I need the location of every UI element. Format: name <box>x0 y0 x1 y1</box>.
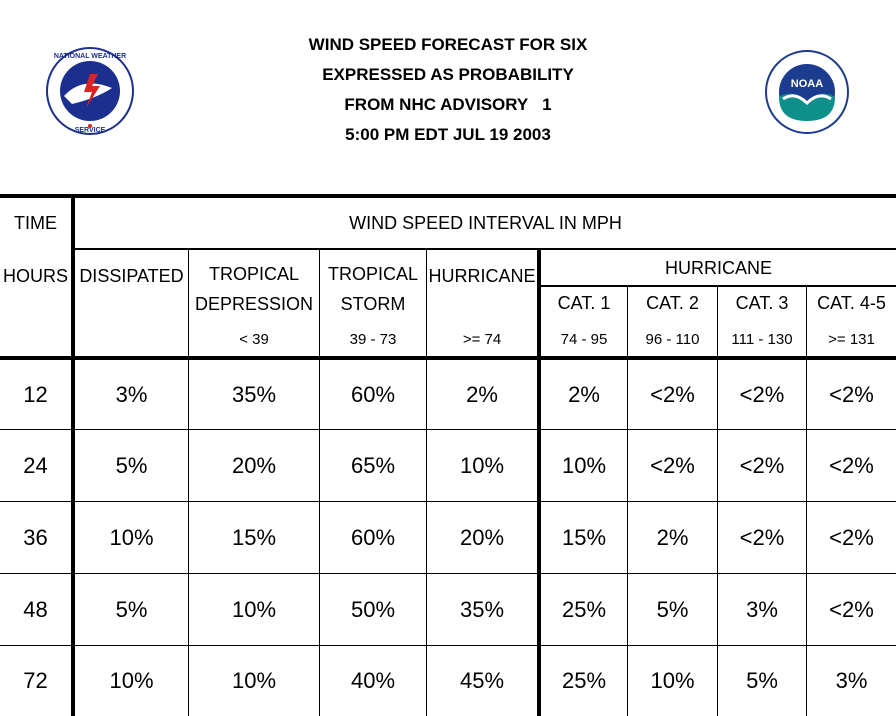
table-cell: 5% <box>656 596 689 622</box>
table-cell: 65% <box>350 452 396 478</box>
hurricane-group-divider <box>540 285 896 287</box>
svg-text:SERVICE: SERVICE <box>75 127 106 134</box>
table-cell: 15% <box>561 524 607 550</box>
table-cell: <2% <box>829 524 874 550</box>
time-header: TIME <box>14 212 57 233</box>
hurricane-header: HURRICANE <box>428 265 536 286</box>
cat45-range: >= 131 <box>828 330 875 348</box>
svg-text:NATIONAL WEATHER: NATIONAL WEATHER <box>54 53 126 60</box>
table-cell: 10% <box>650 668 695 693</box>
ts-range: 39 - 73 <box>349 330 397 348</box>
table-cell: 35% <box>231 381 277 407</box>
cat2-header: CAT. 2 <box>646 292 699 313</box>
noaa-logo-text: NOAA <box>791 78 823 90</box>
title-line-1: WIND SPEED FORECAST FOR SIX <box>308 35 588 54</box>
hurricane-range: >= 74 <box>462 330 502 348</box>
national-weather-service-seal-icon: NATIONAL WEATHER SERVICE <box>42 46 138 141</box>
header-divider <box>74 248 896 250</box>
col-rule-7 <box>806 286 807 716</box>
table-cell: <2% <box>829 596 874 622</box>
table-cell: 10% <box>561 452 607 478</box>
cat45-header: CAT. 4-5 <box>817 292 886 313</box>
table-cell: 5% <box>115 452 148 478</box>
title-line-4: 5:00 PM EDT JUL 19 2003 <box>345 125 551 144</box>
row-divider-2 <box>0 501 896 502</box>
table-cell: 2% <box>466 381 498 407</box>
col-rule-2 <box>319 250 320 716</box>
td-header-line2: DEPRESSION <box>194 293 314 314</box>
table-cell: 5% <box>746 668 778 693</box>
table-cell: 15% <box>231 524 277 550</box>
table-cell: 60% <box>350 524 396 550</box>
title-line-2: EXPRESSED AS PROBABILITY <box>322 65 574 84</box>
table-cell: 2% <box>568 381 600 407</box>
row-hours: 24 <box>23 452 48 478</box>
hurricane-group-header: HURRICANE <box>664 257 772 278</box>
table-cell: 25% <box>561 596 607 622</box>
table-cell: <2% <box>829 381 874 407</box>
row-hours: 72 <box>23 668 48 693</box>
table-cell: 3% <box>746 596 778 622</box>
table-top-rule <box>0 194 896 198</box>
hours-header: HOURS <box>2 265 68 286</box>
title-block: WIND SPEED FORECAST FOR SIX EXPRESSED AS… <box>0 30 896 150</box>
table-cell: 10% <box>231 596 277 622</box>
col-rule-3 <box>426 250 427 716</box>
noaa-seal-icon: NOAA <box>761 49 853 140</box>
table-cell: 5% <box>115 596 148 622</box>
table-cell: <2% <box>829 452 874 478</box>
cat2-range: 96 - 110 <box>645 330 700 348</box>
table-cell: 2% <box>656 524 689 550</box>
row-hours: 12 <box>23 381 48 407</box>
table-cell: 3% <box>835 668 868 693</box>
table-cell: <2% <box>650 452 695 478</box>
dissipated-header: DISSIPATED <box>79 265 184 286</box>
table-cell: 10% <box>109 524 154 550</box>
ts-header-line2: STORM <box>340 293 406 314</box>
table-cell: 50% <box>350 596 396 622</box>
title-line-3: FROM NHC ADVISORY 1 <box>344 95 552 114</box>
cat3-range: 111 - 130 <box>731 330 793 348</box>
row-hours: 36 <box>23 524 48 550</box>
header-bottom-rule <box>0 356 896 360</box>
table-cell: 10% <box>459 452 505 478</box>
hurricane-group-rule <box>537 250 541 716</box>
cat1-header: CAT. 1 <box>557 292 611 313</box>
td-header-line1: TROPICAL <box>208 263 300 284</box>
table-cell: 40% <box>350 668 396 693</box>
col-rule-6 <box>717 286 718 716</box>
td-range: < 39 <box>239 330 269 348</box>
row-hours: 48 <box>23 596 48 622</box>
interval-header: WIND SPEED INTERVAL IN MPH <box>349 212 622 233</box>
col-rule-1 <box>188 250 189 716</box>
table-cell: <2% <box>739 381 785 407</box>
table-cell: <2% <box>739 524 785 550</box>
table-cell: 10% <box>109 668 154 693</box>
ts-header-line1: TROPICAL <box>327 263 419 284</box>
time-column-rule <box>71 194 75 716</box>
row-divider-3 <box>0 573 896 574</box>
table-cell: 3% <box>115 381 148 407</box>
row-divider-4 <box>0 645 896 646</box>
table-cell: <2% <box>650 381 695 407</box>
table-cell: 20% <box>231 452 277 478</box>
table-cell: 45% <box>459 668 505 693</box>
table-cell: 10% <box>231 668 277 693</box>
table-cell: 25% <box>561 668 607 693</box>
cat3-header: CAT. 3 <box>735 292 789 313</box>
col-rule-5 <box>627 286 628 716</box>
table-cell: 35% <box>459 596 505 622</box>
table-cell: 20% <box>459 524 505 550</box>
table-cell: <2% <box>739 452 785 478</box>
cat1-range: 74 - 95 <box>560 330 608 348</box>
row-divider-1 <box>0 429 896 430</box>
table-cell: 60% <box>350 381 396 407</box>
